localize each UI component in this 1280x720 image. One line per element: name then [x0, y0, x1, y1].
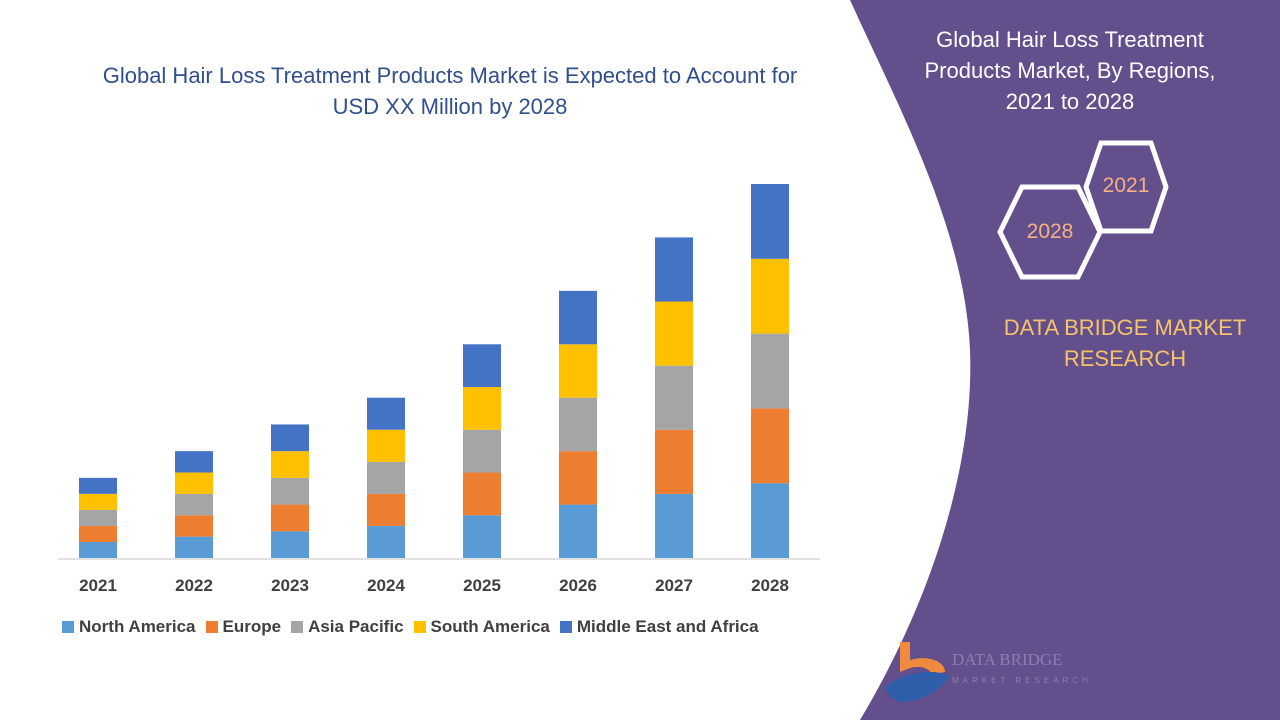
x-tick-label: 2023 — [271, 576, 309, 595]
panel-title: Global Hair Loss Treatment Products Mark… — [924, 27, 1216, 114]
bar-segment-2021-asia-pacific — [79, 509, 117, 526]
legend-swatch — [205, 621, 218, 633]
x-tick-label: 2028 — [751, 576, 789, 595]
bar-segment-2027-south-america — [655, 301, 693, 366]
x-tick-label: 2025 — [463, 576, 501, 595]
bar-segment-2021-south-america — [79, 493, 117, 510]
bar-segment-2022-middle-east-and-africa — [175, 451, 213, 473]
bar-segment-2025-asia-pacific — [463, 429, 501, 473]
legend-swatch — [291, 621, 304, 633]
legend-swatch — [559, 621, 572, 633]
bar-segment-2026-asia-pacific — [559, 397, 597, 452]
bar-segment-2028-asia-pacific — [751, 333, 789, 409]
bar-segment-2025-middle-east-and-africa — [463, 344, 501, 388]
chart-title: Global Hair Loss Treatment Products Mark… — [102, 63, 798, 119]
bar-segment-2028-north-america — [751, 483, 789, 558]
bar-segment-2026-europe — [559, 451, 597, 505]
bar-segment-2026-middle-east-and-africa — [559, 290, 597, 345]
legend-label: North America — [79, 617, 196, 636]
bar-segment-2021-europe — [79, 525, 117, 542]
hexagon-2028 — [997, 184, 1103, 280]
legend-item: North America — [62, 617, 196, 637]
x-tick-label: 2021 — [79, 576, 117, 595]
purple-side-panel — [850, 0, 1280, 720]
bar-segment-2027-asia-pacific — [655, 365, 693, 430]
bar-segment-2022-asia-pacific — [175, 493, 213, 516]
logo-text: DATA BRIDGE — [952, 650, 1063, 669]
bars-group — [79, 184, 789, 558]
bar-segment-2023-europe — [271, 504, 309, 532]
bar-segment-2022-south-america — [175, 472, 213, 494]
bar-segment-2023-north-america — [271, 531, 309, 558]
bar-segment-2027-middle-east-and-africa — [655, 237, 693, 302]
legend: North America Europe Asia Pacific South Ame… — [62, 617, 759, 637]
hexagon-2021 — [1083, 140, 1169, 234]
bar-segment-2023-south-america — [271, 451, 309, 478]
x-tick-label: 2026 — [559, 576, 597, 595]
bar-segment-2025-north-america — [463, 515, 501, 558]
bar-segment-2028-europe — [751, 408, 789, 484]
bar-segment-2024-asia-pacific — [367, 461, 405, 494]
legend-item: Middle East and Africa — [559, 617, 759, 637]
legend-item: Europe — [205, 617, 282, 637]
bar-segment-2025-europe — [463, 472, 501, 516]
hex-label-2021: 2021 — [1102, 174, 1150, 197]
bar-segment-2028-middle-east-and-africa — [751, 184, 789, 259]
bar-segment-2022-europe — [175, 515, 213, 537]
logo-subtext: MARKET RESEARCH — [952, 676, 1092, 685]
legend-swatch — [62, 621, 74, 633]
bar-segment-2022-north-america — [175, 536, 213, 558]
bar-segment-2021-middle-east-and-africa — [79, 477, 117, 494]
bar-segment-2021-north-america — [79, 541, 117, 558]
bar-segment-2027-europe — [655, 429, 693, 494]
legend-item: South America — [413, 617, 550, 637]
x-tick-label: 2027 — [655, 576, 693, 595]
bar-segment-2028-south-america — [751, 258, 789, 334]
legend-item: Asia Pacific — [291, 617, 404, 637]
bar-segment-2026-north-america — [559, 504, 597, 558]
bar-segment-2026-south-america — [559, 344, 597, 398]
bar-segment-2027-north-america — [655, 493, 693, 558]
bar-segment-2024-europe — [367, 493, 405, 526]
legend-label: Europe — [222, 617, 282, 636]
x-tick-label: 2022 — [175, 576, 213, 595]
bar-segment-2024-south-america — [367, 429, 405, 462]
bar-segment-2024-middle-east-and-africa — [367, 397, 405, 430]
bar-segment-2023-asia-pacific — [271, 477, 309, 505]
legend-swatch — [413, 621, 426, 633]
legend-label: Middle East and Africa — [576, 617, 759, 636]
hex-label-2028: 2028 — [1026, 220, 1074, 243]
legend-label: South America — [430, 617, 550, 636]
bar-segment-2024-north-america — [367, 525, 405, 558]
logo-icon — [885, 642, 950, 702]
bar-segment-2025-south-america — [463, 387, 501, 430]
brand-text: DATA BRIDGE MARKET RESEARCH — [1003, 315, 1247, 371]
legend-label: Asia Pacific — [308, 617, 404, 636]
x-tick-label: 2024 — [367, 576, 405, 595]
bar-segment-2023-middle-east-and-africa — [271, 424, 309, 452]
